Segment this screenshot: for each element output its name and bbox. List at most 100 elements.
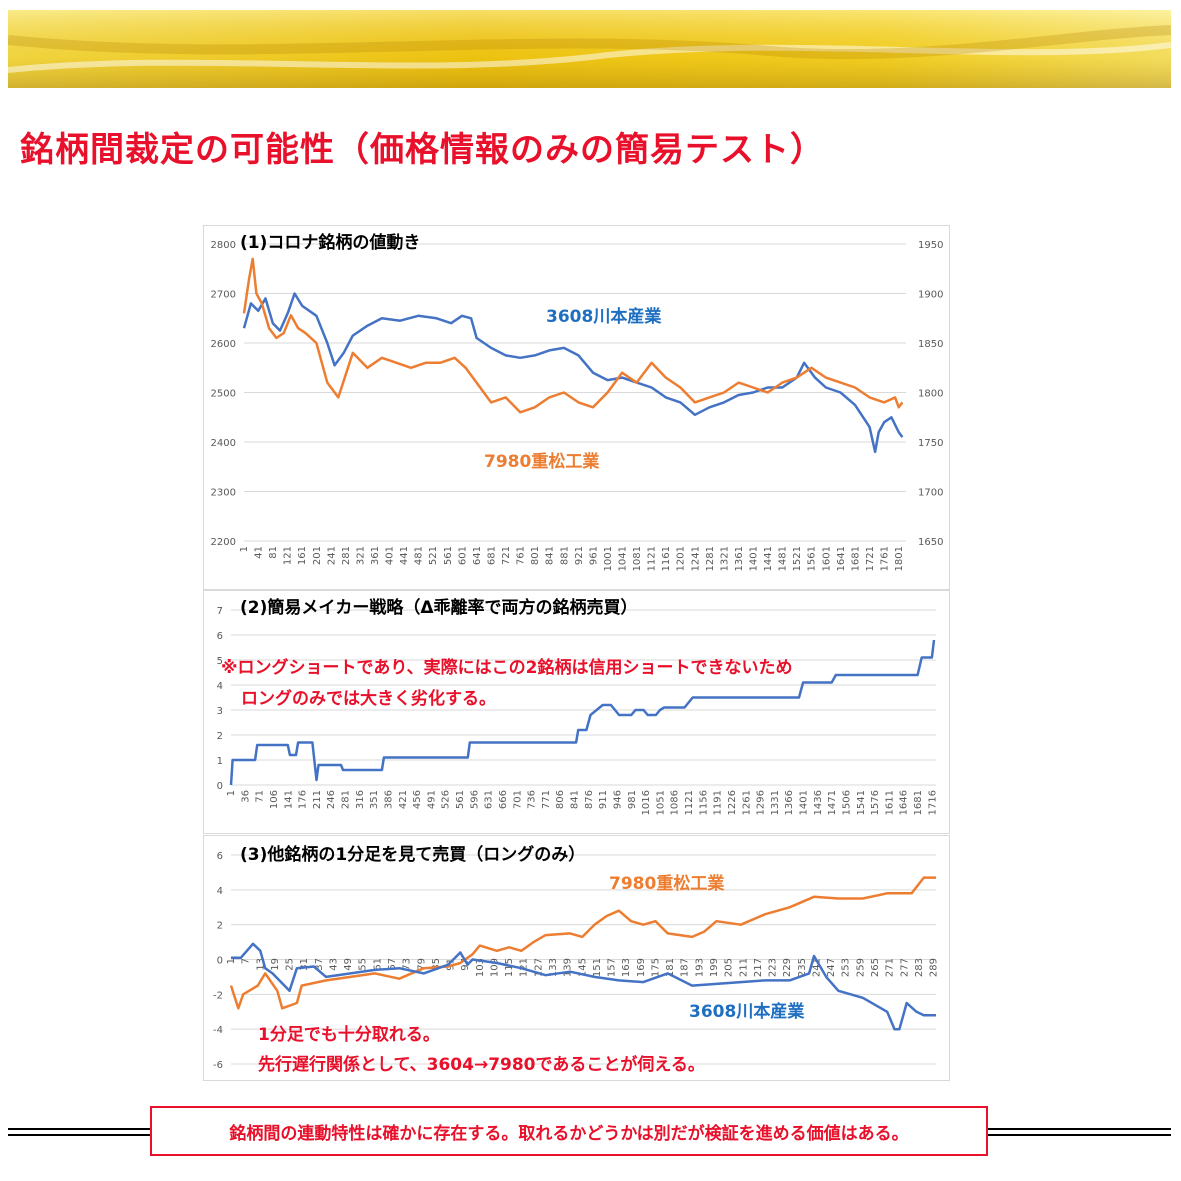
- divider-left: [8, 1134, 150, 1136]
- y-tick-label: 2: [217, 921, 223, 932]
- x-tick-label: 133: [548, 958, 559, 977]
- y-tick-label: 6: [217, 631, 223, 642]
- x-tick-label: 561: [443, 546, 454, 565]
- x-tick-label: 127: [533, 958, 544, 977]
- y-tick-label: -2: [213, 990, 223, 1001]
- series-line-2: [231, 942, 936, 1031]
- chart-panel-oneminute: -6 -4 -2 0 2 4 6 1 7 13 19 25 31 37 43 49 55 61 67 73 79 85 91…: [203, 835, 950, 1081]
- x-tick-label: 31: [299, 958, 310, 971]
- chart-title: (1)コロナ銘柄の値動き: [240, 232, 420, 253]
- chart-title: (2)簡易メイカー戦略（Δ乖離率で両方の銘柄売買）: [240, 597, 638, 618]
- y-right-tick-label: 1900: [918, 290, 943, 301]
- y-right-tick-label: 1950: [918, 240, 943, 251]
- x-tick-label: 81: [268, 546, 279, 559]
- x-tick-label: 49: [343, 958, 354, 971]
- x-tick-label: 277: [899, 958, 910, 977]
- x-tick-label: 631: [484, 790, 495, 809]
- x-tick-label: 1681: [850, 546, 861, 571]
- series-line-1: [229, 876, 936, 1010]
- x-tick-label: 401: [385, 546, 396, 565]
- y-right-tick-label: 1850: [918, 339, 943, 350]
- x-tick-label: 1366: [784, 790, 795, 815]
- x-tick-label: 259: [855, 958, 866, 977]
- x-tick-label: 1761: [880, 546, 891, 571]
- x-tick-label: 1156: [698, 790, 709, 815]
- x-tick-label: 67: [387, 958, 398, 971]
- x-tick-label: 1441: [763, 546, 774, 571]
- x-tick-label: 97: [460, 958, 471, 971]
- x-tick-label: 1051: [655, 790, 666, 815]
- x-tick-label: 223: [768, 958, 779, 977]
- x-tick-label: 881: [559, 546, 570, 565]
- y-tick-label: 7: [217, 606, 223, 617]
- x-tick-label: 115: [504, 958, 515, 977]
- x-tick-label: 1281: [705, 546, 716, 571]
- divider-left: [8, 1128, 150, 1130]
- y-tick-label: 2300: [211, 488, 236, 499]
- x-tick-label: 721: [501, 546, 512, 565]
- x-tick-label: 1201: [676, 546, 687, 571]
- x-tick-label: 1086: [670, 790, 681, 815]
- x-tick-label: 981: [627, 790, 638, 809]
- y-tick-label: 2: [217, 731, 223, 742]
- series-line-1: [242, 292, 904, 454]
- x-tick-label: 911: [598, 790, 609, 809]
- x-tick-label: 1681: [913, 790, 924, 815]
- x-tick-label: 1161: [661, 546, 672, 571]
- series-label-blue: 3608川本産業: [689, 1001, 804, 1022]
- x-tick-label: 121: [519, 958, 530, 977]
- x-tick-label: 176: [298, 790, 309, 809]
- x-tick-label: 876: [584, 790, 595, 809]
- x-tick-label: 1641: [836, 546, 847, 571]
- x-tick-label: 141: [283, 790, 294, 809]
- x-tick-label: 283: [914, 958, 925, 977]
- x-tick-label: 193: [694, 958, 705, 977]
- x-tick-label: 1576: [870, 790, 881, 815]
- x-tick-label: 521: [428, 546, 439, 565]
- x-tick-label: 441: [399, 546, 410, 565]
- chart-title: (3)他銘柄の1分足を見て売買（ロングのみ）: [240, 844, 585, 865]
- x-tick-label: 229: [782, 958, 793, 977]
- y-tick-label: 4: [217, 886, 223, 897]
- x-tick-label: 1191: [713, 790, 724, 815]
- x-tick-label: 1121: [647, 546, 658, 571]
- x-tick-label: 806: [555, 790, 566, 809]
- x-tick-label: 41: [254, 546, 265, 559]
- x-tick-label: 1001: [603, 546, 614, 571]
- y-right-tick-label: 1650: [918, 537, 943, 548]
- x-tick-label: 641: [472, 546, 483, 565]
- conclusion-text: 銘柄間の連動特性は確かに存在する。取れるかどうかは別だが検証を進める価値はある。: [229, 1123, 909, 1144]
- y-right-tick-label: 1800: [918, 389, 943, 400]
- x-tick-label: 121: [283, 546, 294, 565]
- x-tick-label: 1321: [719, 546, 730, 571]
- series-line-1: [229, 639, 936, 786]
- price-chart: 2200 2300 2400 2500 2600 2700 2800 1650 1700 1750…: [211, 232, 944, 571]
- x-tick-label: 36: [240, 790, 251, 803]
- page-title: 銘柄間裁定の可能性（価格情報のみの簡易テスト）: [20, 130, 825, 170]
- banner-header: [8, 10, 1171, 88]
- x-tick-label: 841: [545, 546, 556, 565]
- x-tick-label: 1081: [632, 546, 643, 571]
- x-tick-label: 103: [475, 958, 486, 977]
- x-tick-label: 736: [527, 790, 538, 809]
- y-tick-label: 2400: [211, 438, 236, 449]
- x-tick-label: 1436: [813, 790, 824, 815]
- x-tick-label: 241: [811, 958, 822, 977]
- y-tick-label: 5: [217, 656, 223, 667]
- x-tick-label: 351: [369, 790, 380, 809]
- x-tick-label: 1506: [841, 790, 852, 815]
- y-tick-label: 6: [217, 851, 223, 862]
- x-tick-label: 201: [312, 546, 323, 565]
- x-tick-label: 1401: [799, 790, 810, 815]
- x-tick-label: 946: [612, 790, 623, 809]
- x-tick-label: 217: [753, 958, 764, 977]
- y-tick-label: 1: [217, 756, 223, 767]
- x-tick-label: 199: [709, 958, 720, 977]
- chart-panel-maker: 0 1 2 3 4 5 6 7 1 36 71 106 141 176 211 246 281 316 351 386…: [203, 590, 950, 834]
- y-tick-label: 3: [217, 706, 223, 717]
- y-right-tick-label: 1750: [918, 438, 943, 449]
- y-right-tick-label: 1700: [918, 488, 943, 499]
- x-tick-label: 247: [826, 958, 837, 977]
- x-tick-label: 601: [457, 546, 468, 565]
- x-tick-label: 1541: [856, 790, 867, 815]
